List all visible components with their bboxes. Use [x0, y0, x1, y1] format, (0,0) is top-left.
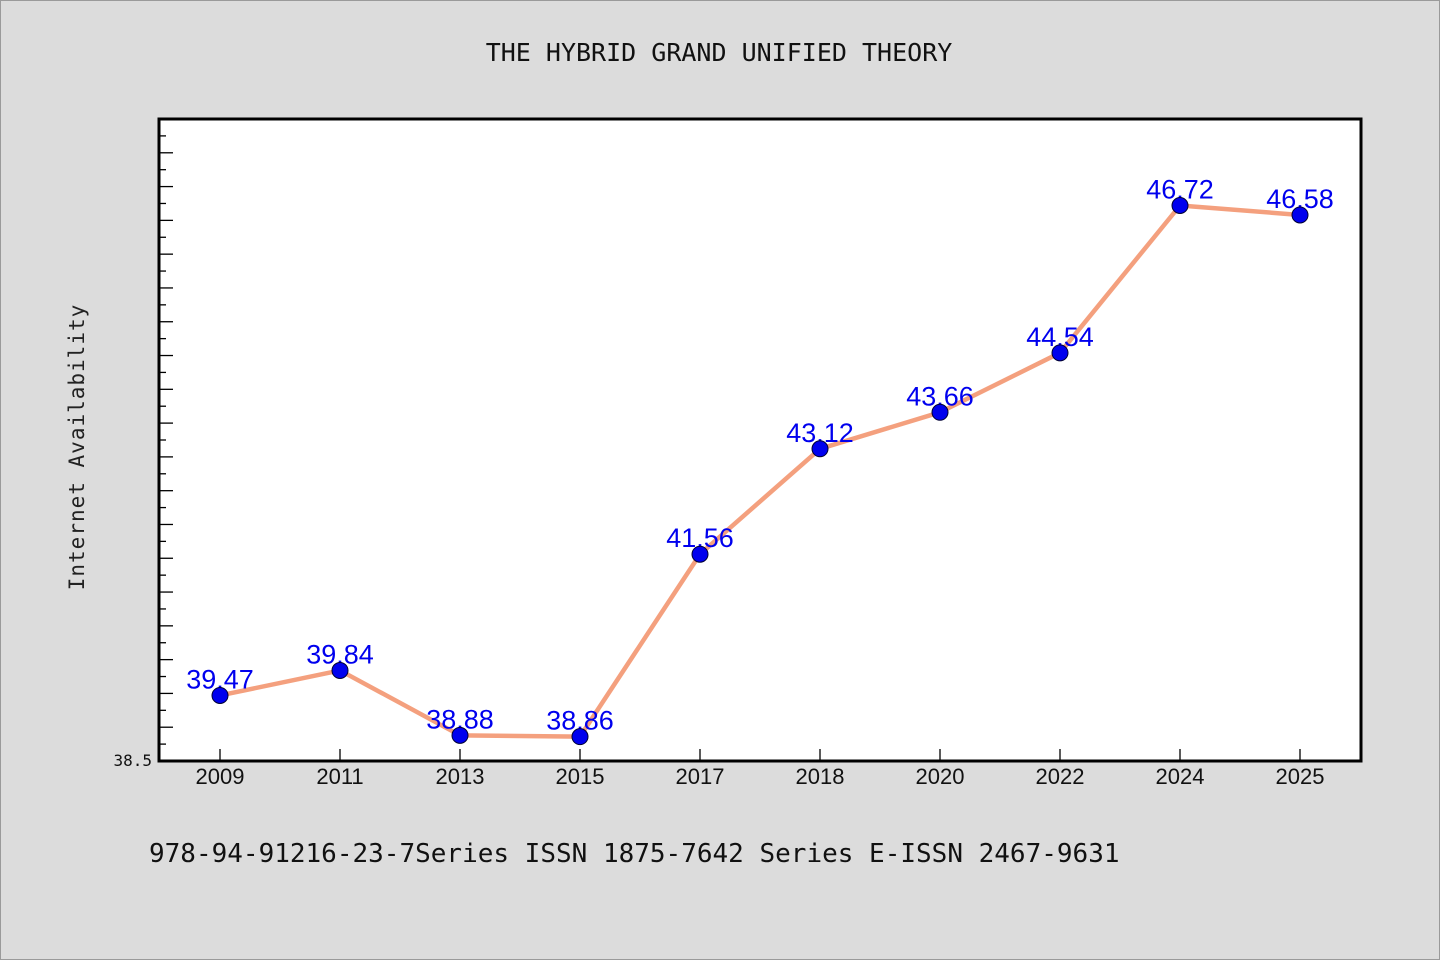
y-tick-label: 38.5 — [113, 751, 152, 770]
data-point-marker — [1171, 197, 1189, 215]
data-point-marker — [1051, 344, 1069, 362]
x-tick-label: 2013 — [436, 764, 485, 789]
x-axis-ticks: 2009 2011 2013 2015 2017 2018 2020 2022 2024 2025 — [196, 749, 1325, 789]
data-point-marker — [931, 403, 949, 421]
data-point-marker — [331, 661, 349, 679]
data-point-marker — [211, 686, 229, 704]
x-tick-label: 2015 — [556, 764, 605, 789]
x-tick-label: 2011 — [316, 764, 363, 789]
x-tick-label: 2017 — [676, 764, 725, 789]
data-point-marker — [691, 545, 709, 563]
footer-identifier-text: 978-94-91216-23-7Series ISSN 1875-7642 S… — [149, 839, 1120, 869]
data-point-marker — [571, 728, 589, 746]
x-tick-label: 2009 — [196, 764, 245, 789]
chart-title: THE HYBRID GRAND UNIFIED THEORY — [486, 38, 953, 67]
data-point-marker — [1291, 206, 1309, 224]
y-axis-ticks — [159, 135, 173, 762]
data-point-marker — [451, 726, 469, 744]
x-tick-label: 2020 — [916, 764, 965, 789]
x-tick-label: 2018 — [796, 764, 845, 789]
x-tick-label: 2025 — [1276, 764, 1325, 789]
y-axis-label: Internet Availability — [65, 304, 89, 591]
series-line — [219, 203, 1301, 739]
x-tick-label: 2024 — [1156, 764, 1205, 789]
x-tick-label: 2022 — [1036, 764, 1085, 789]
data-point-marker — [811, 440, 829, 458]
